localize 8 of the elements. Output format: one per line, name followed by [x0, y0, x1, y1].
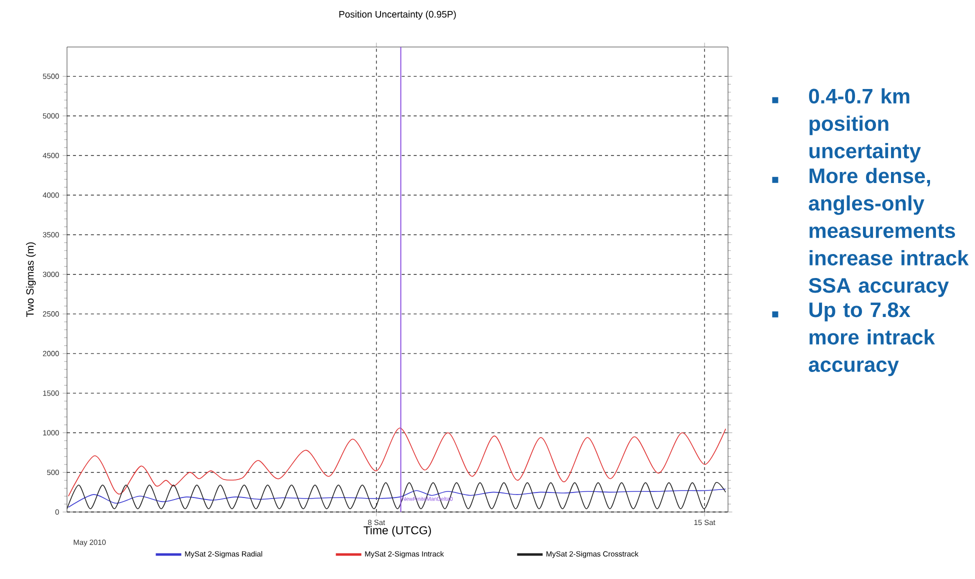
y-axis-title: Two Sigmas (m) — [26, 242, 36, 318]
x-axis-title: Time (UTCG) — [364, 526, 431, 537]
text: More dense, angles-only measurements increase intrack SSA accuracy — [808, 168, 969, 297]
line-series — [68, 428, 726, 497]
text: 0.4-0.7 km position uncertainty — [809, 88, 921, 162]
line-series — [68, 488, 726, 508]
text: Up to 7.8x more intrack accuracy — [808, 302, 935, 376]
chart-title: Position Uncertainty (0.95P) — [339, 10, 456, 20]
